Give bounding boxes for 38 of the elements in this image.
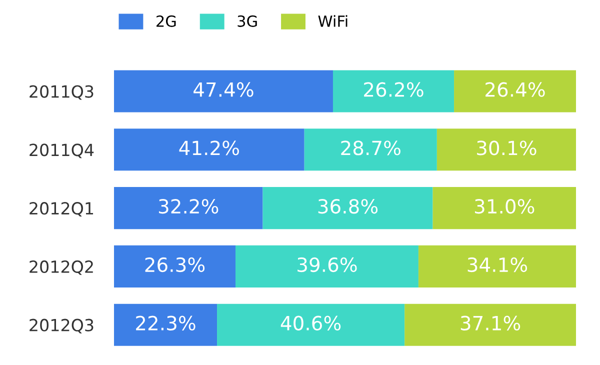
y-tick-label: 2012Q3 bbox=[30, 318, 94, 334]
bar bbox=[236, 245, 418, 288]
data-label: 40.6% bbox=[280, 316, 341, 330]
data-label: 26.4% bbox=[486, 82, 545, 97]
bar bbox=[404, 304, 576, 346]
bar bbox=[418, 245, 576, 288]
data-label: 39.6% bbox=[298, 257, 357, 272]
data-label: 36.8% bbox=[318, 198, 378, 214]
bar bbox=[114, 187, 263, 230]
data-label: 32.2% bbox=[158, 198, 218, 214]
data-label: 26.2% bbox=[364, 82, 424, 97]
data-label: 31.0% bbox=[474, 198, 534, 214]
bar bbox=[114, 245, 236, 288]
bar bbox=[436, 128, 576, 171]
bar bbox=[114, 70, 333, 112]
data-label: 28.7% bbox=[341, 140, 400, 156]
data-label: 41.2% bbox=[179, 140, 239, 156]
data-label: 30.1% bbox=[477, 140, 536, 156]
y-tick-label: 2011Q4 bbox=[30, 144, 94, 158]
bar bbox=[114, 128, 304, 171]
legend-label: 2G bbox=[156, 15, 176, 27]
data-label: 47.4% bbox=[194, 82, 254, 97]
y-tick-label: 2012Q1 bbox=[30, 202, 94, 217]
bar bbox=[262, 187, 433, 230]
data-label: 26.3% bbox=[145, 257, 205, 272]
y-tick-label: 2012Q2 bbox=[30, 260, 93, 275]
legend-label: 3G bbox=[238, 15, 257, 27]
bar bbox=[454, 70, 576, 112]
bar bbox=[332, 70, 454, 112]
legend-label: WiFi bbox=[318, 15, 348, 27]
y-tick-label: 2011Q3 bbox=[30, 85, 94, 100]
data-label: 34.1% bbox=[468, 257, 528, 272]
bar bbox=[114, 304, 218, 346]
data-label: 37.1% bbox=[460, 316, 520, 330]
bar bbox=[217, 304, 405, 346]
bar bbox=[304, 128, 437, 171]
bar bbox=[432, 187, 576, 230]
data-label: 22.3% bbox=[136, 316, 196, 330]
